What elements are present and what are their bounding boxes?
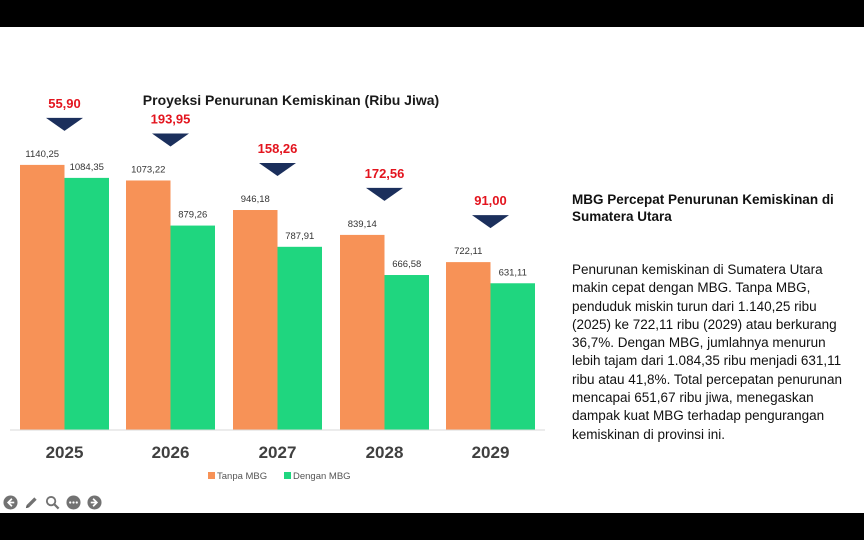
- slideshow-toolbar: [0, 492, 103, 512]
- bar-tanpa-2025: [20, 164, 65, 430]
- bar-dengan-2028: [384, 275, 429, 430]
- data-label-tanpa-2026: 1073,22: [131, 164, 165, 175]
- more-icon[interactable]: [65, 494, 82, 511]
- side-heading: MBG Percepat Penurunan Kemiskinan di Sum…: [572, 192, 834, 224]
- back-arrow-icon[interactable]: [2, 494, 19, 511]
- difference-marker-2025: [46, 117, 83, 131]
- bar-chart: Proyeksi Penurunan Kemiskinan (Ribu Jiwa…: [10, 92, 545, 482]
- bar-tanpa-2028: [340, 234, 385, 430]
- chart-title: Proyeksi Penurunan Kemiskinan (Ribu Jiwa…: [143, 92, 439, 108]
- forward-arrow-icon[interactable]: [86, 494, 103, 511]
- legend-swatch-dengan: [284, 472, 291, 479]
- difference-label-2029: 91,00: [474, 193, 507, 208]
- data-label-dengan-2027: 787,91: [285, 231, 314, 242]
- x-tick-2027: 2027: [259, 443, 297, 462]
- bar-dengan-2025: [64, 177, 109, 430]
- legend-label-dengan: Dengan MBG: [293, 471, 351, 482]
- difference-marker-2029: [472, 215, 509, 229]
- data-label-dengan-2029: 631,11: [499, 267, 527, 278]
- data-label-dengan-2026: 879,26: [178, 210, 207, 221]
- bar-dengan-2029: [490, 283, 535, 430]
- data-label-tanpa-2027: 946,18: [241, 194, 270, 205]
- x-tick-2025: 2025: [46, 443, 84, 462]
- data-label-tanpa-2025: 1140,25: [25, 149, 59, 160]
- difference-marker-2027: [259, 163, 296, 177]
- data-label-tanpa-2028: 839,14: [348, 219, 377, 230]
- side-body-text: Penurunan kemiskinan di Sumatera Utara m…: [572, 262, 842, 442]
- difference-label-2028: 172,56: [365, 166, 405, 181]
- x-tick-2028: 2028: [366, 443, 404, 462]
- pen-icon[interactable]: [23, 494, 40, 511]
- data-label-dengan-2028: 666,58: [392, 259, 421, 270]
- bar-tanpa-2027: [233, 210, 278, 430]
- difference-marker-2028: [366, 187, 403, 201]
- difference-label-2026: 193,95: [151, 111, 191, 126]
- legend-swatch-tanpa: [208, 472, 215, 479]
- data-label-dengan-2025: 1084,35: [70, 162, 104, 173]
- bar-dengan-2027: [277, 246, 322, 430]
- difference-label-2027: 158,26: [258, 141, 298, 156]
- legend-label-tanpa: Tanpa MBG: [217, 471, 267, 482]
- difference-marker-2026: [152, 133, 189, 147]
- x-tick-2029: 2029: [472, 443, 510, 462]
- bar-tanpa-2026: [126, 180, 171, 430]
- slide: Proyeksi Penurunan Kemiskinan (Ribu Jiwa…: [0, 27, 864, 513]
- zoom-icon[interactable]: [44, 494, 61, 511]
- bar-dengan-2026: [170, 225, 215, 430]
- bar-tanpa-2029: [446, 262, 491, 430]
- x-tick-2026: 2026: [152, 443, 190, 462]
- data-label-tanpa-2029: 722,11: [454, 246, 482, 257]
- difference-label-2025: 55,90: [48, 96, 81, 111]
